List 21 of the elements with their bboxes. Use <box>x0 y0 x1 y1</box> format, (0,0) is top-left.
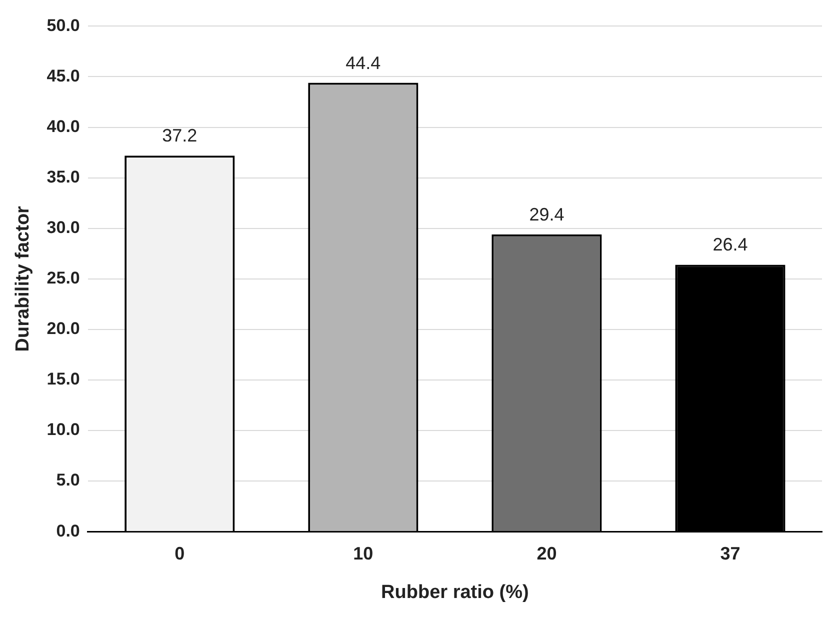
x-tick-label: 20 <box>536 543 557 564</box>
y-tick-label: 5.0 <box>56 470 80 490</box>
data-label: 26.4 <box>712 234 748 255</box>
x-tick-label: 10 <box>353 543 374 564</box>
data-label: 37.2 <box>162 126 198 146</box>
y-axis-title: Durability factor <box>12 205 34 352</box>
y-tick-label: 35.0 <box>46 168 80 187</box>
y-tick-label: 45.0 <box>46 66 80 86</box>
x-tick-label: 37 <box>720 543 740 564</box>
y-tick-label: 30.0 <box>46 218 80 238</box>
y-tick-label: 15.0 <box>46 370 80 389</box>
y-tick-label: 0.0 <box>56 521 80 540</box>
y-tick-label: 40.0 <box>46 116 80 136</box>
y-tick-label: 20.0 <box>46 319 80 338</box>
data-label: 29.4 <box>529 204 564 224</box>
x-tick-label: 0 <box>174 543 185 564</box>
y-tick-label: 50.0 <box>46 16 80 35</box>
y-tick-label: 10.0 <box>46 420 80 440</box>
data-label: 44.4 <box>346 52 381 73</box>
x-axis-title: Rubber ratio (%) <box>381 582 529 603</box>
y-tick-label: 25.0 <box>46 268 80 288</box>
